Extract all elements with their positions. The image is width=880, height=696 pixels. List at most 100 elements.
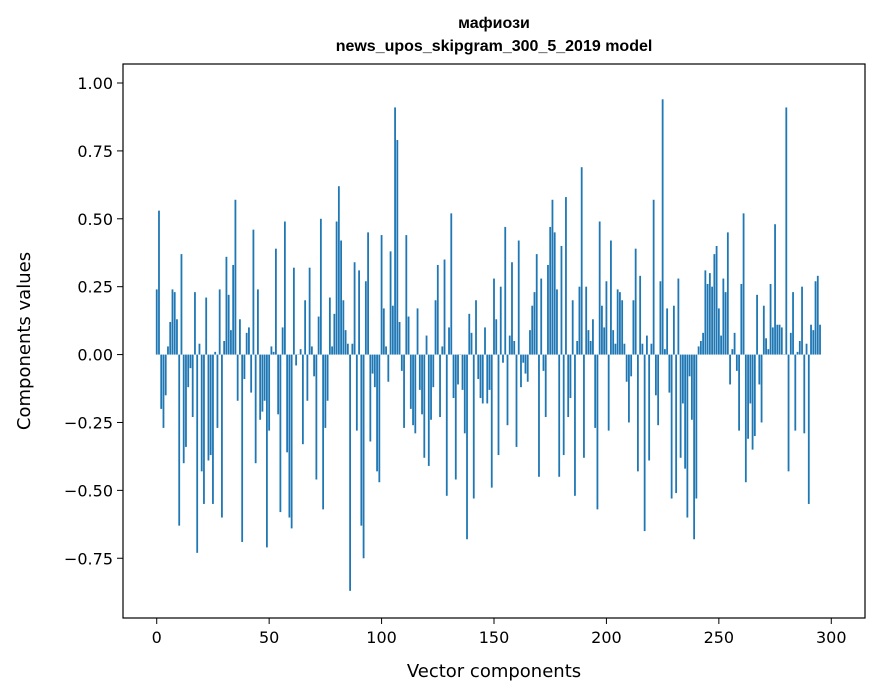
bar [686, 354, 689, 518]
bar [684, 354, 687, 469]
bar [337, 186, 340, 355]
bar [290, 354, 293, 529]
bar [767, 349, 770, 355]
bar [544, 354, 547, 418]
y-tick-label: −0.25 [64, 413, 113, 432]
bar [272, 351, 275, 355]
bar [358, 270, 360, 355]
bar [585, 286, 588, 355]
bar [450, 213, 453, 355]
bar [461, 354, 464, 390]
bar [774, 224, 776, 355]
bar [789, 332, 792, 355]
bar [196, 354, 199, 553]
y-tick-label: 0.75 [77, 142, 113, 161]
y-tick-label: 0.00 [77, 346, 113, 365]
bar [216, 354, 219, 428]
bar [382, 308, 385, 355]
bar [524, 354, 527, 374]
bar [760, 354, 763, 423]
x-tick-label: 50 [259, 628, 279, 647]
bar [261, 354, 264, 412]
bar [756, 294, 758, 355]
bar [690, 354, 693, 420]
bar [589, 341, 592, 355]
bar [688, 354, 691, 377]
bar [574, 354, 576, 496]
bar [295, 354, 298, 366]
bar [349, 354, 351, 591]
bar [439, 354, 441, 418]
bar [508, 335, 511, 355]
bar [699, 341, 702, 355]
bar [409, 354, 412, 409]
bar [315, 354, 318, 480]
bar [463, 354, 466, 434]
bar [679, 354, 682, 458]
bar [423, 354, 426, 458]
bar [277, 354, 280, 415]
bar [369, 354, 372, 442]
bar [398, 321, 401, 355]
bar [306, 354, 309, 401]
bar [816, 275, 819, 355]
bar [319, 218, 322, 355]
bar [513, 341, 516, 355]
bar [708, 273, 711, 355]
bar [639, 275, 642, 355]
bar [807, 354, 810, 504]
bar [481, 354, 484, 404]
bar [735, 354, 738, 371]
bar [805, 343, 808, 355]
bar [771, 327, 774, 355]
bar [695, 354, 698, 499]
bar [214, 351, 217, 355]
bar [470, 332, 473, 355]
bar [733, 332, 736, 355]
x-axis-ticks: 0 50 100 150 200 250 300 [152, 618, 847, 647]
bar [607, 354, 610, 431]
bar [362, 354, 365, 559]
bar [212, 354, 214, 504]
bar [200, 354, 203, 472]
bar [310, 346, 313, 355]
bar [266, 354, 268, 548]
bar [610, 240, 612, 355]
chart-subtitle: news_upos_skipgram_300_5_2019 model [336, 38, 653, 55]
plot-frame [122, 63, 866, 619]
bar [634, 248, 637, 355]
bar [178, 354, 181, 526]
bar [504, 226, 507, 355]
bar [176, 319, 178, 355]
bar [776, 324, 779, 355]
x-tick-label: 150 [479, 628, 510, 647]
bar [299, 349, 302, 355]
bar [666, 308, 669, 355]
bar [787, 354, 790, 472]
bar [549, 226, 552, 355]
bar [421, 354, 423, 415]
bar [663, 349, 666, 355]
x-tick-label: 100 [366, 628, 397, 647]
bar [704, 270, 707, 355]
bar [488, 354, 491, 390]
bar [191, 354, 194, 418]
bar [641, 343, 644, 355]
bar [780, 327, 783, 355]
bar [468, 313, 471, 355]
bar [304, 300, 307, 355]
bar [241, 354, 244, 542]
bar [394, 107, 396, 355]
bar [637, 354, 639, 472]
bars-group [155, 99, 821, 591]
bar [203, 354, 205, 504]
bar [268, 354, 271, 431]
bar [292, 267, 295, 355]
bar [387, 354, 390, 382]
bar [245, 332, 248, 355]
bar [283, 221, 286, 355]
bar [275, 248, 277, 355]
bar [515, 354, 518, 447]
bar [749, 354, 752, 404]
bar [497, 354, 500, 456]
